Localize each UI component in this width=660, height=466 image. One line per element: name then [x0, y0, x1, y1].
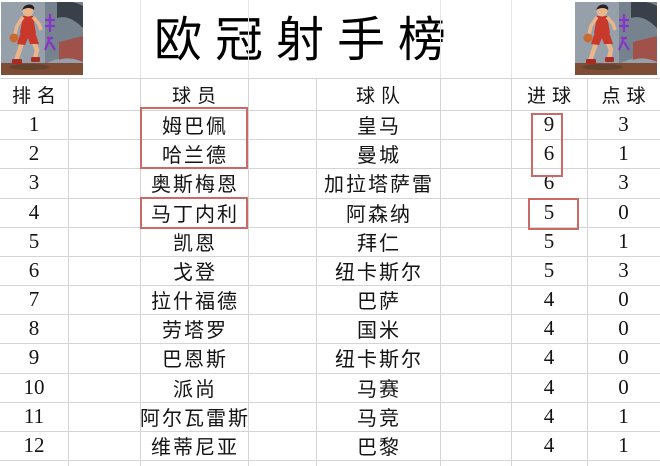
gridline-vertical [248, 78, 249, 466]
cell-penalties-row-2: 1 [618, 141, 629, 166]
column-header-penalties: 点球 [601, 85, 652, 107]
cell-rank-row-1: 1 [28, 112, 40, 137]
cell-team-row-4: 阿森纳 [346, 203, 412, 226]
cell-player-row-2: 哈兰德 [162, 145, 228, 168]
cell-team-row-2: 曼城 [357, 145, 401, 168]
basketball-player-artwork-left [1, 2, 83, 75]
cell-rank-row-8: 8 [28, 316, 40, 341]
cell-rank-row-9: 9 [28, 345, 40, 370]
column-header-rank: 排名 [11, 85, 62, 107]
gridline-horizontal [0, 431, 660, 432]
gridline-vertical-titlerow [248, 0, 249, 78]
cell-goals-row-1: 9 [543, 112, 555, 137]
highlight-box-player-row-4 [140, 197, 248, 229]
cell-goals-row-7: 4 [543, 287, 555, 312]
cell-penalties-row-10: 0 [618, 374, 629, 399]
cell-penalties-row-9: 0 [618, 345, 629, 370]
cell-goals-row-3: 6 [543, 170, 555, 195]
column-header-team: 球队 [355, 85, 406, 107]
page-title: 欧冠射手榜 [153, 14, 459, 67]
cell-player-row-11: 阿尔瓦雷斯 [140, 407, 250, 430]
gridline-horizontal [0, 402, 660, 403]
column-header-player: 球员 [171, 85, 222, 107]
cell-player-row-8: 劳塔罗 [162, 320, 228, 343]
cell-penalties-row-6: 3 [618, 257, 629, 282]
cell-team-row-9: 纽卡斯尔 [335, 349, 423, 372]
column-header-goals: 进球 [526, 85, 577, 107]
gridline-horizontal [0, 198, 660, 199]
gridline-vertical-titlerow [511, 0, 512, 78]
cell-team-row-11: 马竞 [357, 407, 401, 430]
cell-goals-row-4: 5 [543, 199, 555, 224]
gridline-vertical [316, 78, 317, 466]
cell-rank-row-10: 10 [23, 374, 45, 399]
cell-team-row-12: 巴黎 [357, 436, 401, 459]
cell-penalties-row-7: 0 [618, 287, 629, 312]
cell-team-row-6: 纽卡斯尔 [335, 261, 423, 284]
cell-rank-row-11: 11 [23, 403, 45, 428]
gridline-horizontal [0, 139, 660, 140]
cell-player-row-6: 戈登 [173, 261, 217, 284]
cell-rank-row-4: 4 [28, 199, 40, 224]
cell-player-row-1: 姆巴佩 [162, 116, 228, 139]
cell-team-row-1: 皇马 [357, 116, 401, 139]
gridline-horizontal [0, 110, 660, 111]
gridline-horizontal [0, 460, 660, 461]
gridline-vertical [68, 78, 69, 466]
highlight-box-goals-row-4 [528, 198, 579, 230]
cell-goals-row-5: 5 [543, 228, 555, 253]
gridline-horizontal [0, 227, 660, 228]
cell-player-row-12: 维蒂尼亚 [151, 436, 239, 459]
cell-team-row-7: 巴萨 [357, 291, 401, 314]
gridline-vertical [440, 78, 441, 466]
cell-rank-row-6: 6 [28, 257, 40, 282]
cell-rank-row-12: 12 [23, 432, 45, 457]
cell-team-row-8: 国米 [357, 320, 401, 343]
cell-goals-row-2: 6 [543, 141, 555, 166]
cell-rank-row-3: 3 [28, 170, 40, 195]
gridline-horizontal [0, 78, 660, 79]
cell-player-row-5: 凯恩 [173, 232, 217, 255]
cell-team-row-5: 拜仁 [357, 232, 401, 255]
gridline-horizontal [0, 256, 660, 257]
gridline-vertical [140, 78, 141, 466]
cell-player-row-10: 派尚 [173, 378, 217, 401]
cell-goals-row-12: 4 [543, 432, 555, 457]
cell-goals-row-8: 4 [543, 316, 555, 341]
gridline-horizontal [0, 168, 660, 169]
cell-penalties-row-11: 1 [618, 403, 629, 428]
gridline-vertical-titlerow [440, 0, 441, 78]
cell-penalties-row-1: 3 [618, 112, 629, 137]
cell-player-row-4: 马丁内利 [151, 203, 239, 226]
basketball-player-artwork-right [575, 2, 657, 75]
cell-team-row-3: 加拉塔萨雷 [324, 174, 434, 197]
gridline-vertical-titlerow [140, 0, 141, 78]
cell-goals-row-11: 4 [543, 403, 555, 428]
cell-goals-row-9: 4 [543, 345, 555, 370]
cell-player-row-7: 拉什福德 [151, 291, 239, 314]
cell-penalties-row-4: 0 [618, 199, 629, 224]
cell-player-row-9: 巴恩斯 [162, 349, 228, 372]
cell-penalties-row-3: 3 [618, 170, 629, 195]
cell-penalties-row-5: 1 [618, 228, 629, 253]
cell-rank-row-2: 2 [28, 141, 40, 166]
cell-team-row-10: 马赛 [357, 378, 401, 401]
cell-goals-row-10: 4 [543, 374, 555, 399]
gridline-horizontal [0, 285, 660, 286]
cell-player-row-3: 奥斯梅恩 [151, 174, 239, 197]
cell-penalties-row-12: 1 [618, 432, 629, 457]
gridline-horizontal [0, 314, 660, 315]
gridline-vertical [587, 78, 588, 466]
cell-goals-row-6: 5 [543, 257, 555, 282]
cell-rank-row-7: 7 [28, 287, 40, 312]
gridline-horizontal [0, 373, 660, 374]
cell-penalties-row-8: 0 [618, 316, 629, 341]
gridline-horizontal [0, 343, 660, 344]
highlight-box-goals-rows-1-2 [531, 113, 563, 177]
cell-rank-row-5: 5 [28, 228, 40, 253]
gridline-vertical [511, 78, 512, 466]
highlight-box-player-rows-1-2 [140, 107, 248, 169]
